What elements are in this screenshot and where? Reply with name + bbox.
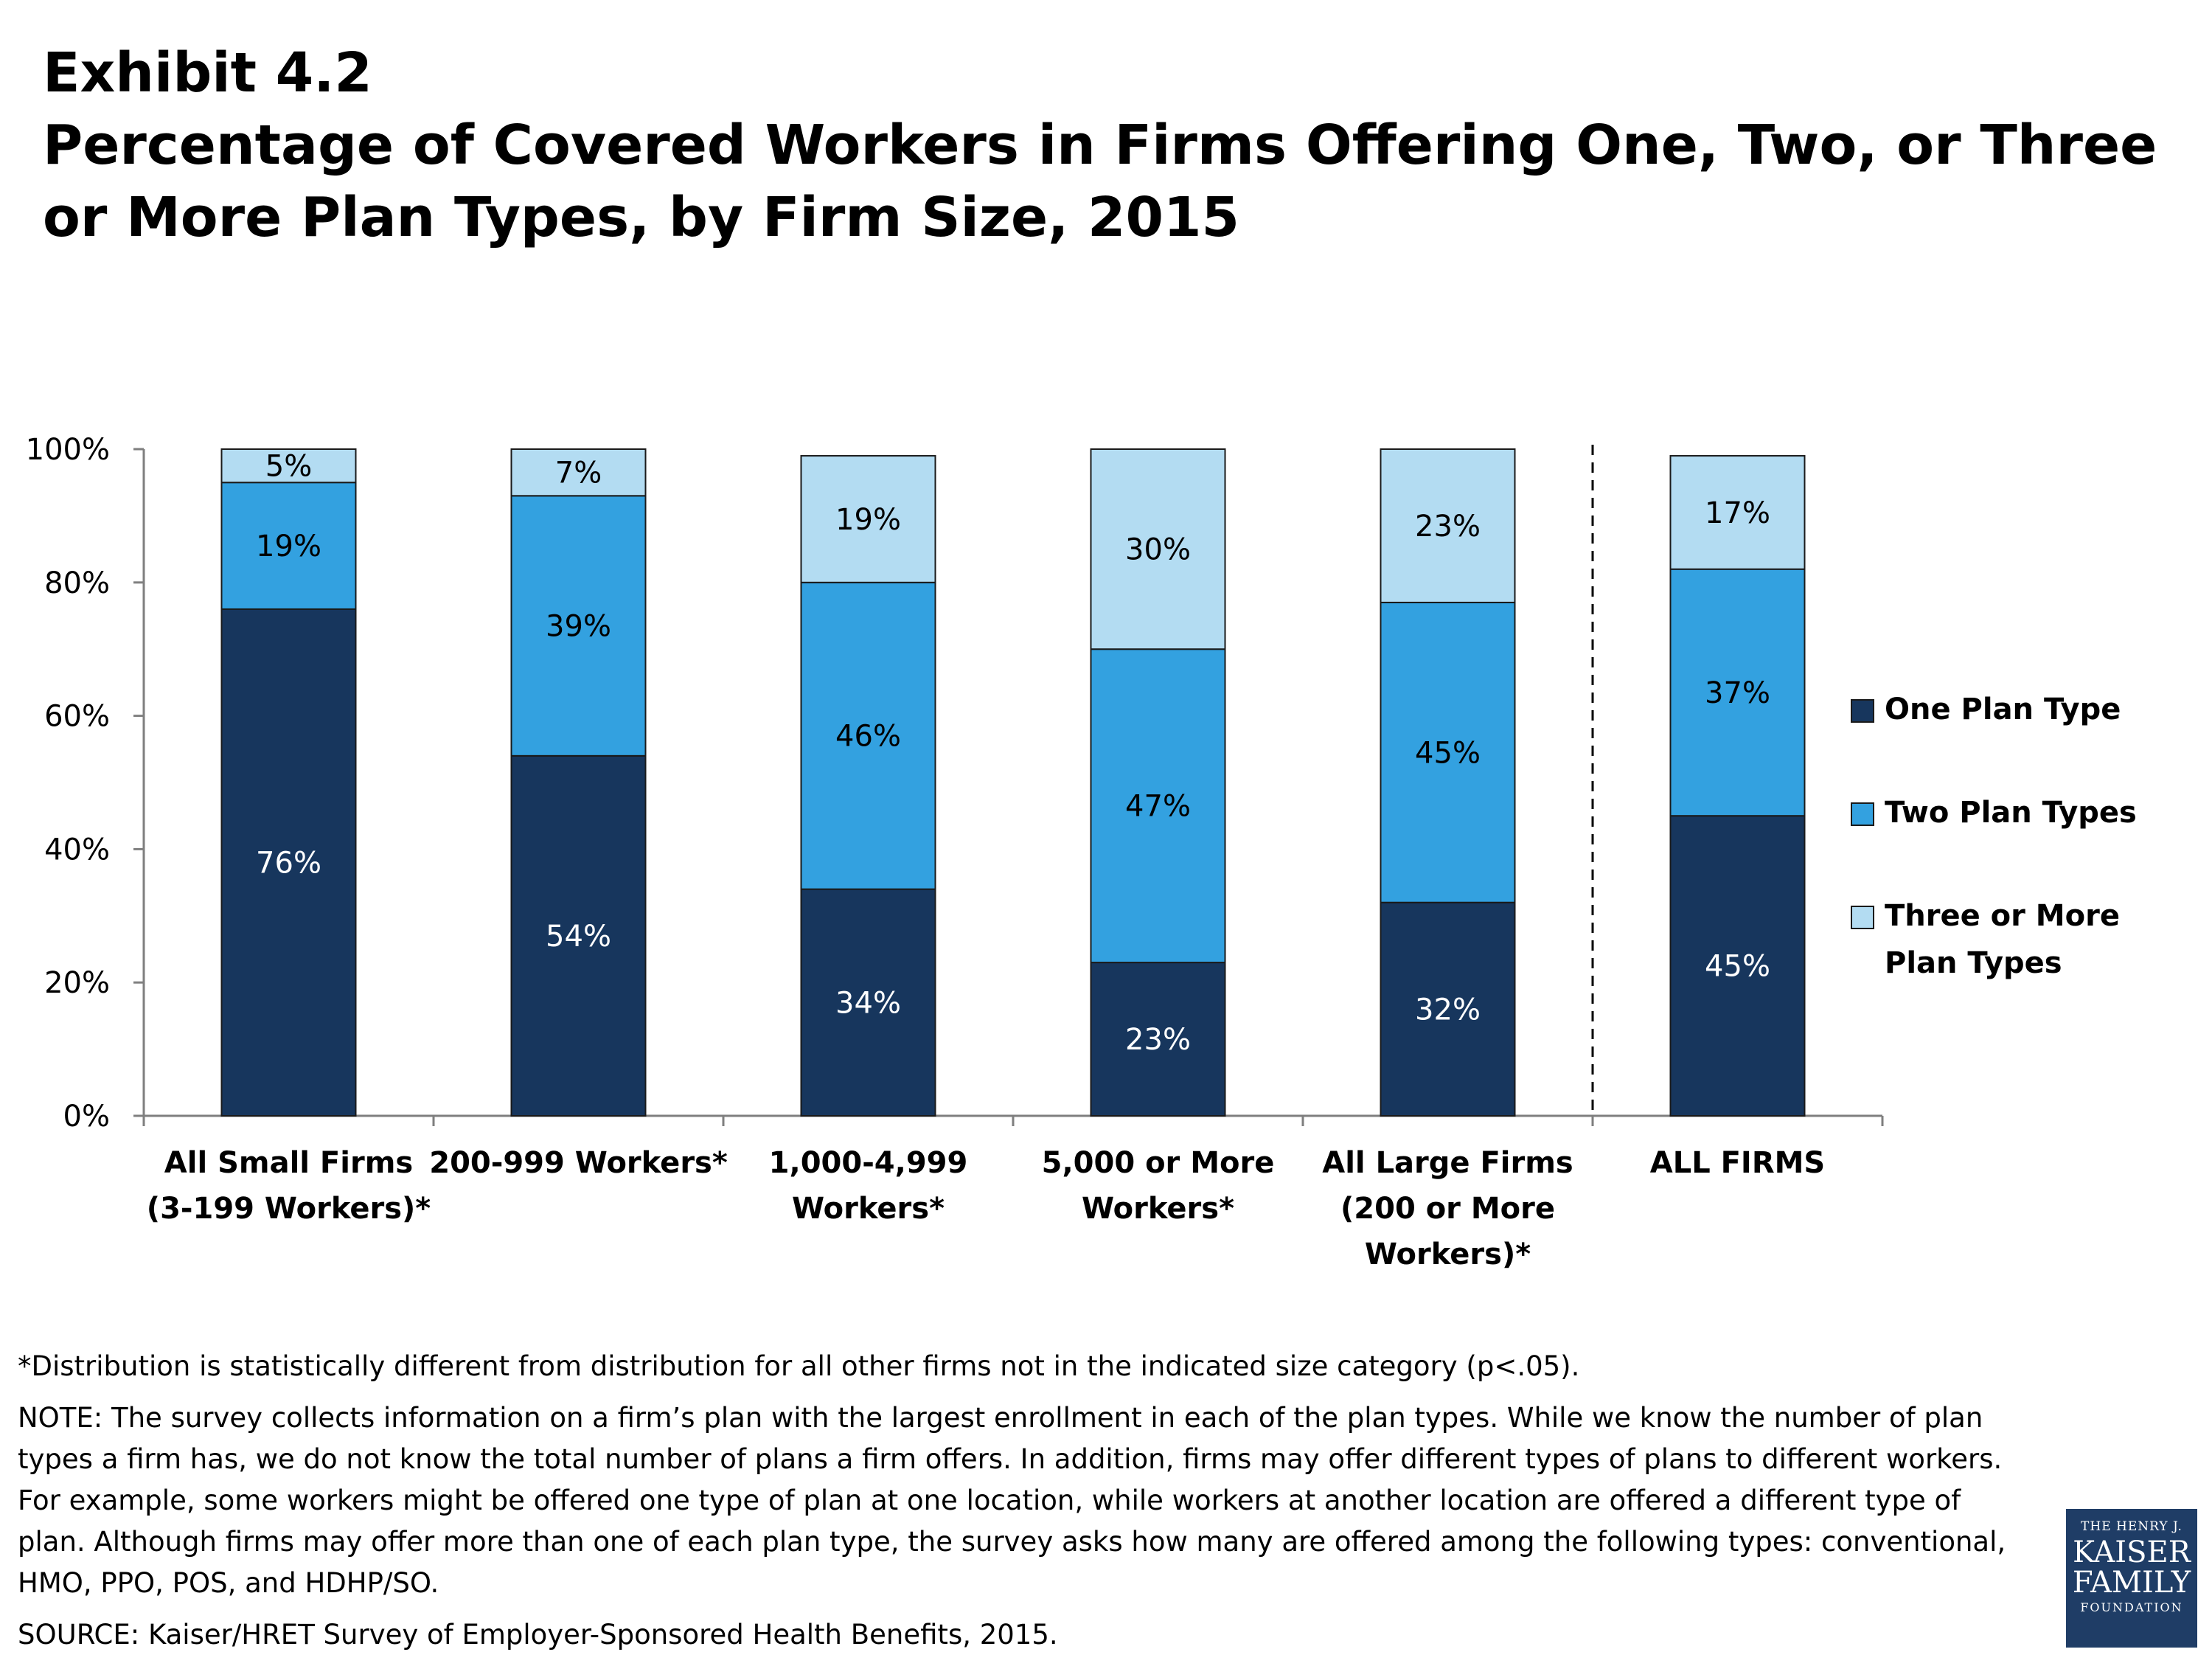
data-label: 39% [546, 610, 611, 644]
legend-swatch-one-plan-type [1851, 699, 1874, 723]
legend-swatch-three-or-more-plan-types [1851, 906, 1874, 929]
bar-segment-two-plan-types [1090, 648, 1226, 964]
x-category-label: All Large Firms [1322, 1146, 1573, 1180]
legend-item-two-plan-types: Two Plan Types [1851, 789, 2197, 836]
data-label: 19% [256, 530, 321, 563]
bar-segment-three-or-more-plan-types [1090, 448, 1226, 650]
bar-segment-one-plan-type [1090, 962, 1226, 1117]
bar-segment-three-or-more-plan-types [1669, 455, 1806, 570]
bar-segment-one-plan-type [800, 888, 936, 1117]
y-tick-label: 20% [44, 966, 110, 1000]
data-label: 23% [1415, 510, 1481, 544]
x-category-label: 1,000-4,999 [769, 1146, 968, 1180]
notes-block: *Distribution is statistically different… [18, 1346, 2023, 1666]
bar-segment-three-or-more-plan-types [800, 455, 936, 583]
data-label: 32% [1415, 993, 1481, 1027]
y-tick-label: 100% [26, 433, 110, 467]
data-label: 47% [1125, 790, 1191, 824]
source-text: SOURCE: Kaiser/HRET Survey of Employer-S… [18, 1619, 1058, 1651]
legend-item-three-or-more-plan-types: Three or More Plan Types [1851, 892, 2197, 987]
chart-title: Percentage of Covered Workers in Firms O… [43, 114, 2157, 249]
data-label: 45% [1705, 950, 1770, 984]
bar-segment-one-plan-type [220, 608, 357, 1117]
logo-line-1: THE HENRY J. [2081, 1519, 2183, 1534]
bar-segment-two-plan-types [510, 495, 647, 757]
legend-item-one-plan-type: One Plan Type [1851, 686, 2197, 733]
data-label: 37% [1705, 676, 1770, 710]
x-category-label: Workers* [792, 1192, 945, 1226]
logo-line-3: FAMILY [2072, 1566, 2191, 1600]
data-label: 19% [835, 503, 901, 537]
x-category-label: 200-999 Workers* [429, 1146, 728, 1180]
data-label: 46% [835, 720, 901, 754]
data-label: 54% [546, 920, 611, 954]
y-tick-label: 80% [44, 566, 110, 600]
data-label: 5% [265, 450, 312, 484]
chart-legend: One Plan Type Two Plan Types Three or Mo… [1851, 686, 2197, 1043]
data-label: 7% [555, 457, 602, 490]
data-label: 23% [1125, 1023, 1191, 1057]
title-block: Exhibit 4.2 Percentage of Covered Worker… [43, 37, 2181, 254]
kff-logo: THE HENRY J. KAISER FAMILY FOUNDATION [2066, 1509, 2197, 1648]
x-category-label: ALL FIRMS [1650, 1146, 1825, 1180]
legend-label: Three or More Plan Types [1885, 899, 2120, 980]
x-category-label: Workers)* [1365, 1238, 1531, 1271]
data-label: 17% [1705, 496, 1770, 530]
x-category-label: Workers* [1082, 1192, 1234, 1226]
data-label: 30% [1125, 533, 1191, 567]
legend-label: Two Plan Types [1885, 796, 2137, 830]
x-category-label: 5,000 or More [1042, 1146, 1275, 1180]
logo-line-4: FOUNDATION [2080, 1600, 2183, 1614]
data-label: 34% [835, 986, 901, 1020]
bar-segment-one-plan-type [510, 754, 647, 1117]
data-label: 76% [256, 846, 321, 880]
bar-segment-three-or-more-plan-types [220, 448, 357, 484]
footnote: *Distribution is statistically different… [18, 1350, 1580, 1382]
data-label: 45% [1415, 736, 1481, 770]
logo-line-2: KAISER [2073, 1535, 2191, 1569]
stacked-bar-chart: 0% 20% 40% 60% 80% 100% 76% 19% 5% All Small Firm… [26, 433, 1884, 1271]
bar-segment-two-plan-types [1669, 568, 1806, 817]
x-category-label: All Small Firms [164, 1146, 413, 1180]
y-tick-label: 40% [44, 833, 110, 867]
note-text: NOTE: The survey collects information on… [18, 1402, 2006, 1599]
legend-label: One Plan Type [1885, 693, 2121, 726]
bar-segment-three-or-more-plan-types [510, 448, 647, 497]
exhibit-label: Exhibit 4.2 [43, 41, 372, 105]
legend-swatch-two-plan-types [1851, 802, 1874, 826]
bar-segment-two-plan-types [220, 482, 357, 610]
y-tick-label: 60% [44, 700, 110, 734]
bar-segment-one-plan-type [1380, 901, 1516, 1117]
bar-segment-three-or-more-plan-types [1380, 448, 1516, 603]
x-category-label: (3-199 Workers)* [147, 1192, 431, 1226]
x-category-label: (200 or More [1340, 1192, 1555, 1226]
bar-segment-two-plan-types [800, 581, 936, 890]
bar-segment-one-plan-type [1669, 815, 1806, 1117]
bar-segment-two-plan-types [1380, 601, 1516, 903]
y-tick-label: 0% [63, 1100, 110, 1134]
